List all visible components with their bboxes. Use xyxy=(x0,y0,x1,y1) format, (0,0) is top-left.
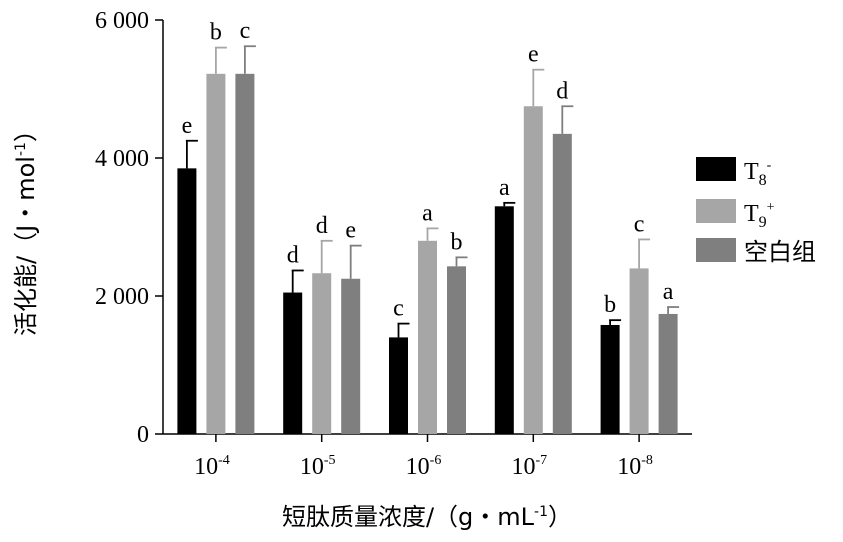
x-tick-label-base: 10 xyxy=(406,454,430,480)
y-axis-title-main: 活化能/（J・mol xyxy=(12,156,40,336)
x-tick-label: 10-6 xyxy=(406,453,442,480)
legend-label-t8-sub: 8 xyxy=(759,172,767,189)
y-axis-title-end: ） xyxy=(12,118,40,142)
significance-label: d xyxy=(556,78,568,104)
x-axis-title-main: 短肽质量浓度/（g・mL xyxy=(282,503,535,531)
y-axis-title: 活化能/（J・mol-1） xyxy=(12,118,40,336)
y-ticks: 0 2 000 4 000 6 000 xyxy=(95,8,163,448)
bar xyxy=(283,292,303,434)
significance-label: a xyxy=(422,200,433,226)
significance-label: c xyxy=(240,18,251,44)
x-tick-label: 10-7 xyxy=(511,453,547,480)
significance-label: e xyxy=(345,218,356,244)
legend-swatch-blank xyxy=(696,238,736,262)
legend-swatch-t8 xyxy=(696,157,736,181)
bar xyxy=(447,266,466,434)
bar xyxy=(206,73,226,434)
x-tick-label: 10-8 xyxy=(617,453,653,480)
significance-label: d xyxy=(316,213,328,239)
legend-label-t8-base: T xyxy=(744,159,759,185)
significance-label: d xyxy=(287,242,299,268)
significance-label: a xyxy=(663,279,674,305)
bar xyxy=(418,240,437,434)
bar xyxy=(177,168,197,434)
x-tick-label-exp: -5 xyxy=(324,453,336,468)
x-tick-label-exp: -8 xyxy=(641,453,653,468)
bar xyxy=(341,278,361,434)
bar xyxy=(658,313,678,434)
legend-label-t9-sup: + xyxy=(767,200,775,215)
bar xyxy=(312,273,332,434)
significance-label: b xyxy=(451,229,463,255)
y-tick-label: 4 000 xyxy=(95,146,149,172)
x-tick-label-base: 10 xyxy=(194,454,218,480)
y-tick-label: 0 xyxy=(137,422,149,448)
significance-label: b xyxy=(604,292,616,318)
y-tick-label: 6 000 xyxy=(95,8,149,34)
legend-label-t8: T8- xyxy=(744,158,772,189)
legend: T8- T9+ 空白组 xyxy=(696,157,816,266)
x-tick-label-base: 10 xyxy=(511,454,535,480)
bar xyxy=(389,337,408,434)
legend-swatch-t9 xyxy=(696,199,736,223)
x-tick-label: 10-5 xyxy=(300,453,336,480)
legend-label-t9-base: T xyxy=(744,201,759,227)
significance-label: e xyxy=(182,113,193,139)
x-tick-label-base: 10 xyxy=(617,454,641,480)
bar xyxy=(494,206,514,434)
bar xyxy=(600,324,620,434)
significance-label: b xyxy=(210,20,222,46)
legend-item-t8: T8- xyxy=(696,157,772,189)
bar xyxy=(552,133,572,434)
x-axis: 10-4 10-5 10-6 10-7 10-8 xyxy=(163,433,692,480)
x-tick-label: 10-4 xyxy=(194,453,230,480)
x-axis-title: 短肽质量浓度/（g・mL-1） xyxy=(282,503,572,531)
legend-item-t9: T9+ xyxy=(696,199,775,231)
legend-label-t9-sub: 9 xyxy=(759,214,767,231)
bar xyxy=(629,268,649,434)
significance-label: e xyxy=(528,42,539,68)
significance-label: c xyxy=(393,296,404,322)
x-tick-label-exp: -4 xyxy=(218,453,230,468)
y-axis-title-sup: -1 xyxy=(13,142,29,156)
y-tick-label: 2 000 xyxy=(95,284,149,310)
significance-label: c xyxy=(634,211,645,237)
legend-label-t9: T9+ xyxy=(744,200,775,231)
x-tick-label-exp: -6 xyxy=(430,453,442,468)
legend-item-blank: 空白组 xyxy=(696,238,816,266)
y-axis: 0 2 000 4 000 6 000 xyxy=(95,8,164,448)
significance-label: a xyxy=(499,175,510,201)
legend-label-blank: 空白组 xyxy=(744,238,816,266)
bar xyxy=(235,73,255,434)
x-tick-label-exp: -7 xyxy=(535,453,547,468)
x-axis-title-end: ） xyxy=(548,503,572,531)
x-ticks: 10-4 10-5 10-6 10-7 10-8 xyxy=(194,434,653,480)
legend-label-t8-sup: - xyxy=(767,158,772,173)
x-axis-title-sup: -1 xyxy=(534,504,548,520)
x-tick-label-base: 10 xyxy=(300,454,324,480)
bar xyxy=(523,106,543,434)
